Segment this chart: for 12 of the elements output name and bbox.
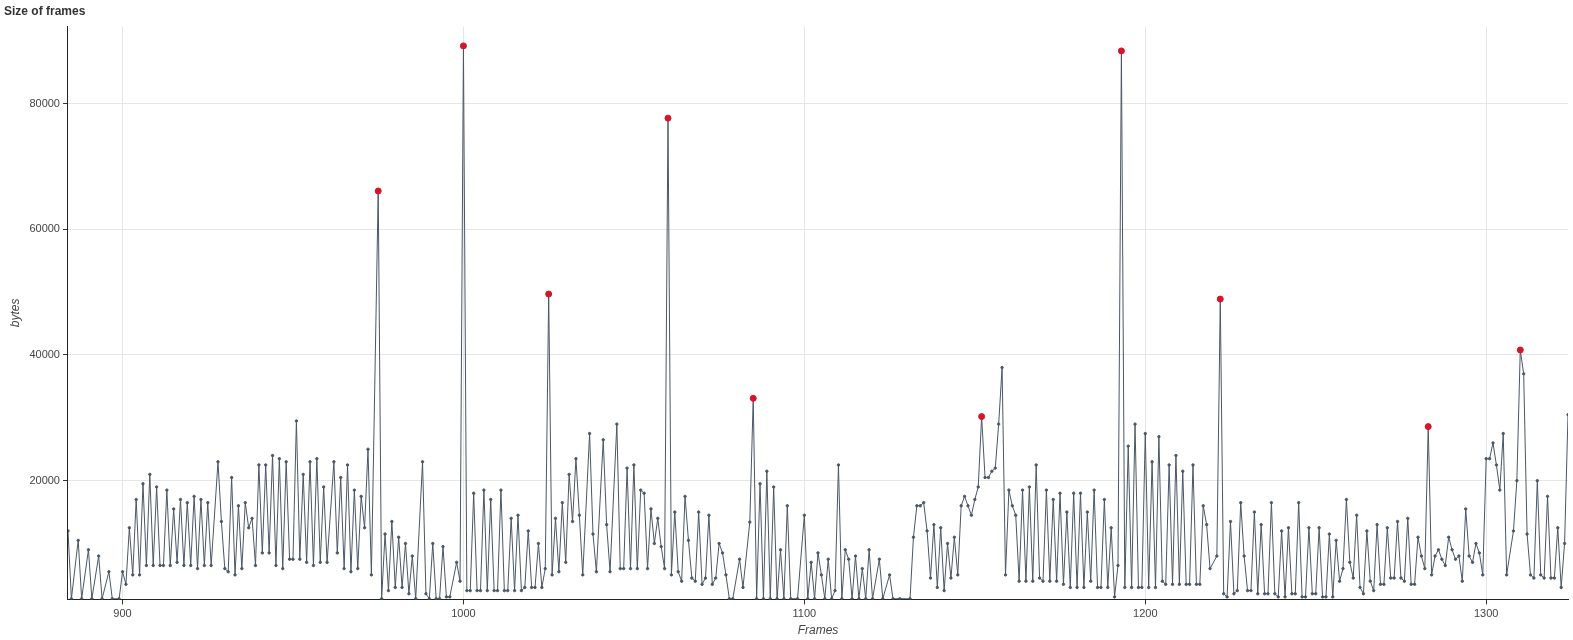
x-tick-label: 1300 xyxy=(1473,607,1499,620)
x-tick-label: 1200 xyxy=(1133,607,1158,620)
y-tick-label: 40000 xyxy=(29,348,60,361)
y-tick-label: 60000 xyxy=(29,222,60,235)
x-tick-label: 900 xyxy=(113,607,132,620)
y-tick-label: 80000 xyxy=(29,96,60,109)
x-tick-label: 1100 xyxy=(792,607,817,620)
x-axis-title: Frames xyxy=(797,623,839,638)
chart-title: Size of frames xyxy=(4,3,86,18)
y-axis-title: bytes xyxy=(7,298,22,328)
x-tick-label: 1000 xyxy=(451,607,476,620)
y-tick-label: 20000 xyxy=(29,473,60,486)
